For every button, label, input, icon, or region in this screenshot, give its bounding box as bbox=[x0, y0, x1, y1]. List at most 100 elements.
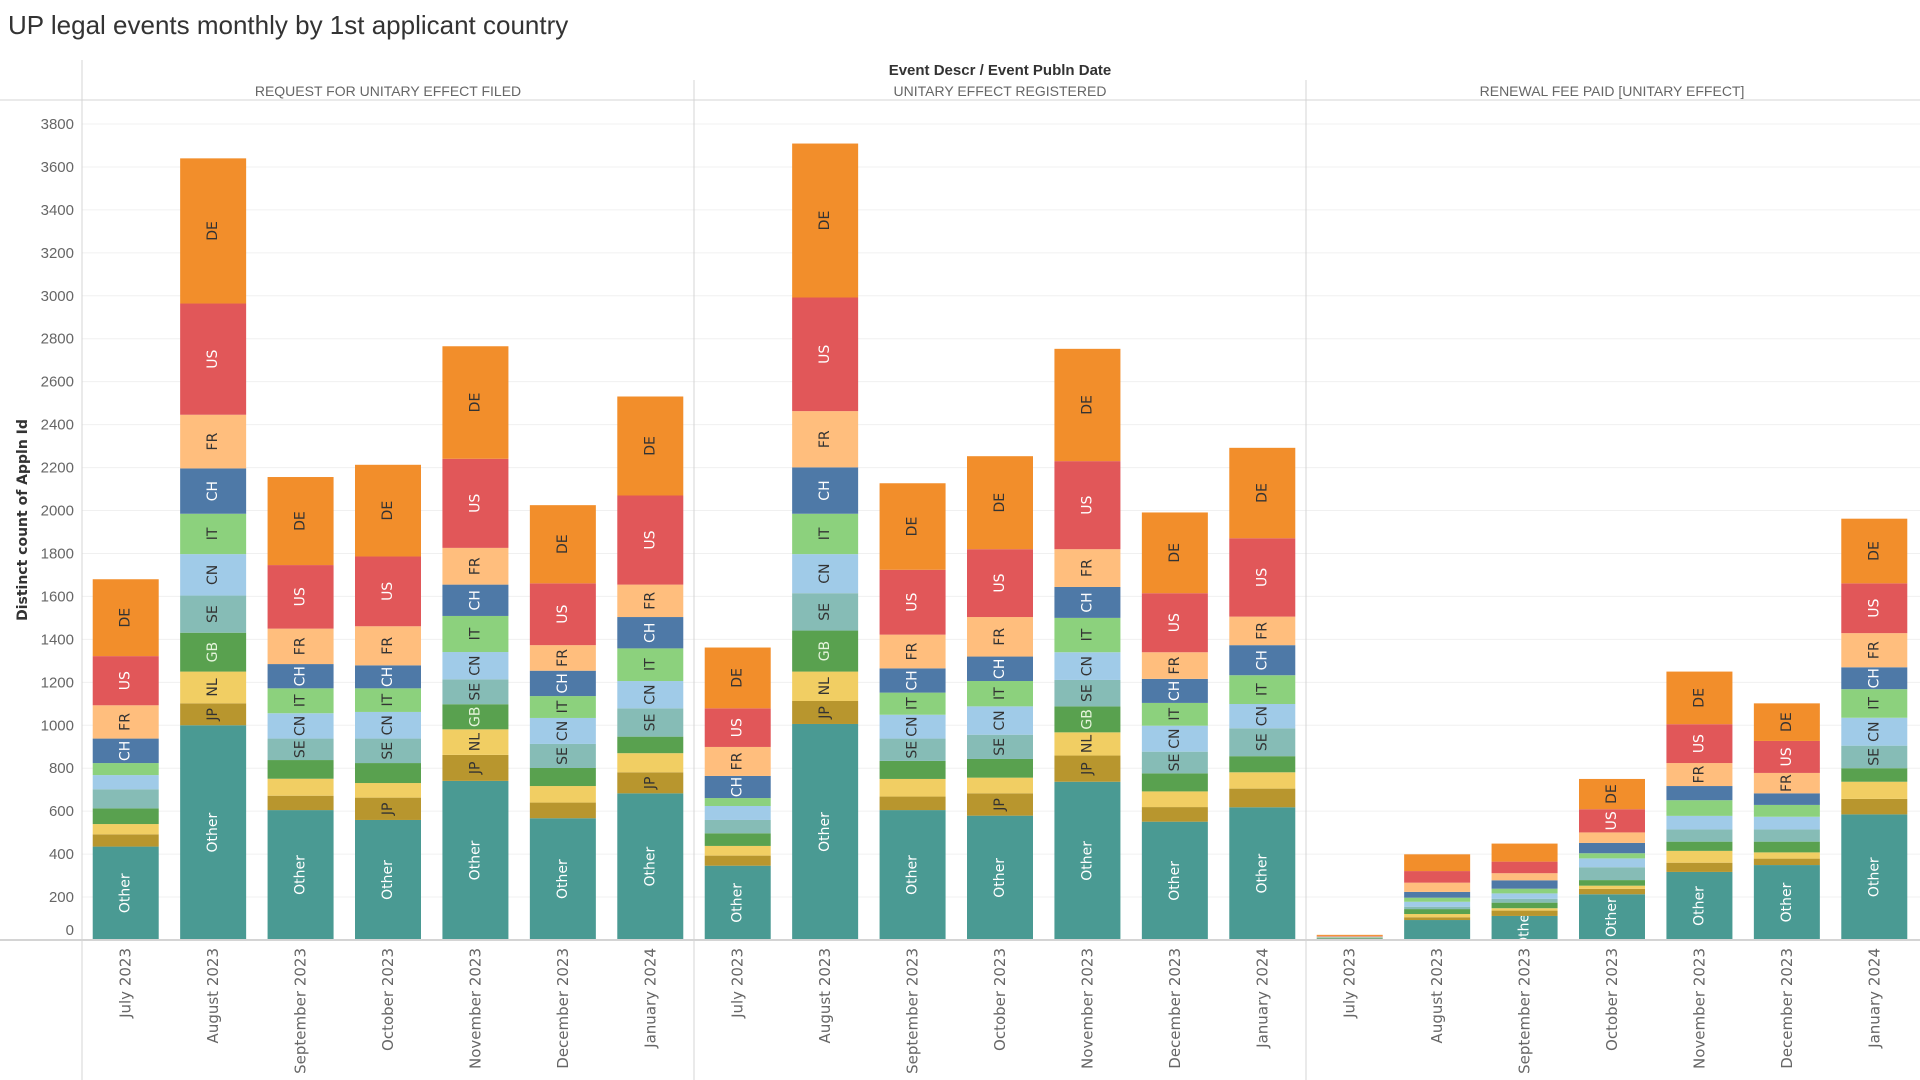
bar-segment-gb[interactable] bbox=[705, 833, 771, 846]
bar-segment-gb[interactable] bbox=[1492, 903, 1558, 909]
bar-segment-gb[interactable] bbox=[880, 761, 946, 779]
bar-segment-cn[interactable] bbox=[705, 806, 771, 820]
bar-segment-se[interactable] bbox=[1754, 829, 1820, 841]
bar-segment-jp[interactable] bbox=[705, 856, 771, 866]
bar-segment-se[interactable] bbox=[705, 820, 771, 833]
bar-segment-de[interactable] bbox=[1492, 844, 1558, 862]
bar-segment-nl[interactable] bbox=[1579, 886, 1645, 889]
bar-stack[interactable]: OtherSECNITCHFRUSDE bbox=[268, 477, 334, 940]
bar-segment-se[interactable] bbox=[1666, 829, 1732, 841]
bar-segment-nl[interactable] bbox=[93, 824, 159, 834]
bar-segment-cn[interactable] bbox=[1492, 893, 1558, 898]
bar-stack[interactable]: OtherUSDE bbox=[1579, 779, 1645, 940]
bar-segment-ch[interactable] bbox=[1754, 793, 1820, 805]
bar-segment-gb[interactable] bbox=[93, 808, 159, 824]
bar-segment-jp[interactable] bbox=[1229, 789, 1295, 808]
bar-segment-nl[interactable] bbox=[1404, 914, 1470, 917]
bar-segment-gb[interactable] bbox=[530, 768, 596, 786]
bar-segment-gb[interactable] bbox=[355, 763, 421, 783]
bar-segment-gb[interactable] bbox=[268, 760, 334, 779]
bar-segment-se[interactable] bbox=[1404, 907, 1470, 909]
bar-segment-se[interactable] bbox=[1492, 899, 1558, 903]
bar-segment-jp[interactable] bbox=[1841, 799, 1907, 814]
bar-stack[interactable]: OtherFRUSDE bbox=[1666, 672, 1732, 940]
bar-segment-gb[interactable] bbox=[1754, 842, 1820, 853]
bar-segment-it[interactable] bbox=[1754, 805, 1820, 817]
bar-segment-nl[interactable] bbox=[1142, 791, 1208, 807]
bar-segment-nl[interactable] bbox=[1754, 852, 1820, 858]
bar-stack[interactable]: OtherSECNITCHFRUSDE bbox=[880, 483, 946, 940]
bar-segment-it[interactable] bbox=[1666, 800, 1732, 816]
bar-segment-cn[interactable] bbox=[1754, 817, 1820, 830]
bar-segment-it[interactable] bbox=[705, 798, 771, 806]
bar-segment-jp[interactable] bbox=[1404, 917, 1470, 920]
bar-stack[interactable]: OtherCHFRUSDE bbox=[93, 579, 159, 940]
bar-segment-it[interactable] bbox=[93, 763, 159, 775]
bar-segment-other[interactable] bbox=[1404, 920, 1470, 940]
bar-stack[interactable]: OtherJPSECNITCHFRUSDE bbox=[617, 397, 683, 940]
bar-segment-cn[interactable] bbox=[1579, 858, 1645, 867]
bar-segment-cn[interactable] bbox=[1666, 816, 1732, 830]
bar-segment-se[interactable] bbox=[93, 789, 159, 808]
bar-segment-gb[interactable] bbox=[617, 737, 683, 754]
bar-stack[interactable]: OtherJPSECNITCHFRUSDE bbox=[355, 465, 421, 940]
bar-segment-ch[interactable] bbox=[1404, 892, 1470, 898]
bar-segment-gb[interactable] bbox=[1142, 773, 1208, 791]
bar-segment-nl[interactable] bbox=[355, 783, 421, 798]
bar-segment-cn[interactable] bbox=[1404, 902, 1470, 907]
bar-segment-jp[interactable] bbox=[268, 796, 334, 810]
bar-segment-ch[interactable] bbox=[1666, 786, 1732, 800]
bar-segment-gb[interactable] bbox=[1841, 768, 1907, 782]
bar-segment-gb[interactable] bbox=[967, 759, 1033, 778]
bar-segment-nl[interactable] bbox=[967, 778, 1033, 794]
bar-segment-ch[interactable] bbox=[1492, 880, 1558, 888]
bar-segment-us[interactable] bbox=[1404, 871, 1470, 883]
bar-segment-se[interactable] bbox=[1579, 867, 1645, 880]
bar-stack[interactable]: OtherSECNITCHFRUSDE bbox=[1229, 448, 1295, 940]
bar-segment-jp[interactable] bbox=[530, 803, 596, 819]
bar-segment-de[interactable] bbox=[1404, 854, 1470, 871]
bar-segment-fr[interactable] bbox=[1579, 832, 1645, 843]
bar-segment-it[interactable] bbox=[1579, 853, 1645, 858]
bar-segment-cn[interactable] bbox=[93, 775, 159, 789]
bar-stack[interactable]: OtherJPNLGBSECNITCHFRUSDE bbox=[180, 158, 246, 940]
bar-segment-nl[interactable] bbox=[1666, 851, 1732, 863]
bar-stack[interactable]: OtherSECNITCHFRUSDE bbox=[1142, 512, 1208, 940]
bar-stack[interactable]: OtherSECNITCHFRUSDE bbox=[530, 505, 596, 940]
bar-segment-gb[interactable] bbox=[1229, 756, 1295, 772]
bar-segment-nl[interactable] bbox=[880, 779, 946, 797]
bar-segment-jp[interactable] bbox=[1492, 911, 1558, 916]
bar-segment-jp[interactable] bbox=[880, 797, 946, 811]
bar-segment-de[interactable] bbox=[1317, 935, 1383, 936]
bar-stack[interactable]: OtherJPSECNITCHFRUSDE bbox=[967, 456, 1033, 940]
bar-segment-ch[interactable] bbox=[1579, 843, 1645, 853]
bar-stack[interactable]: Other bbox=[1492, 844, 1558, 948]
bar-stack[interactable]: OtherFRUSDE bbox=[1754, 703, 1820, 940]
bar-stack[interactable]: OtherJPNLGBSECNITCHFRUSDE bbox=[442, 346, 508, 940]
bar-segment-fr[interactable] bbox=[1404, 883, 1470, 892]
bar-stack[interactable]: OtherSECNITCHFRUSDE bbox=[1841, 519, 1907, 940]
bar-segment-nl[interactable] bbox=[1229, 772, 1295, 788]
bar-stack[interactable] bbox=[1404, 854, 1470, 940]
bar-segment-jp[interactable] bbox=[1579, 889, 1645, 894]
bar-segment-jp[interactable] bbox=[93, 834, 159, 846]
bar-segment-nl[interactable] bbox=[1841, 782, 1907, 799]
bar-segment-us[interactable] bbox=[1492, 862, 1558, 874]
bar-stack[interactable]: OtherJPNLGBSECNITCHFRUSDE bbox=[792, 144, 858, 940]
bar-segment-nl[interactable] bbox=[705, 846, 771, 856]
bar-segment-it[interactable] bbox=[1404, 898, 1470, 902]
bar-segment-gb[interactable] bbox=[1666, 842, 1732, 851]
bar-stack[interactable]: OtherCHFRUSDE bbox=[705, 648, 771, 940]
bar-segment-it[interactable] bbox=[1492, 889, 1558, 894]
bar-segment-gb[interactable] bbox=[1579, 880, 1645, 886]
bar-segment-nl[interactable] bbox=[530, 786, 596, 803]
bar-segment-fr[interactable] bbox=[1492, 873, 1558, 880]
bar-segment-jp[interactable] bbox=[1666, 863, 1732, 872]
bar-segment-nl[interactable] bbox=[268, 779, 334, 796]
bar-stack[interactable]: OtherJPNLGBSECNITCHFRUSDE bbox=[1054, 349, 1120, 940]
bar-segment-nl[interactable] bbox=[1492, 908, 1558, 910]
bar-segment-jp[interactable] bbox=[1142, 807, 1208, 822]
bar-segment-gb[interactable] bbox=[1404, 909, 1470, 914]
bar-segment-nl[interactable] bbox=[617, 753, 683, 772]
bar-segment-jp[interactable] bbox=[1754, 859, 1820, 865]
